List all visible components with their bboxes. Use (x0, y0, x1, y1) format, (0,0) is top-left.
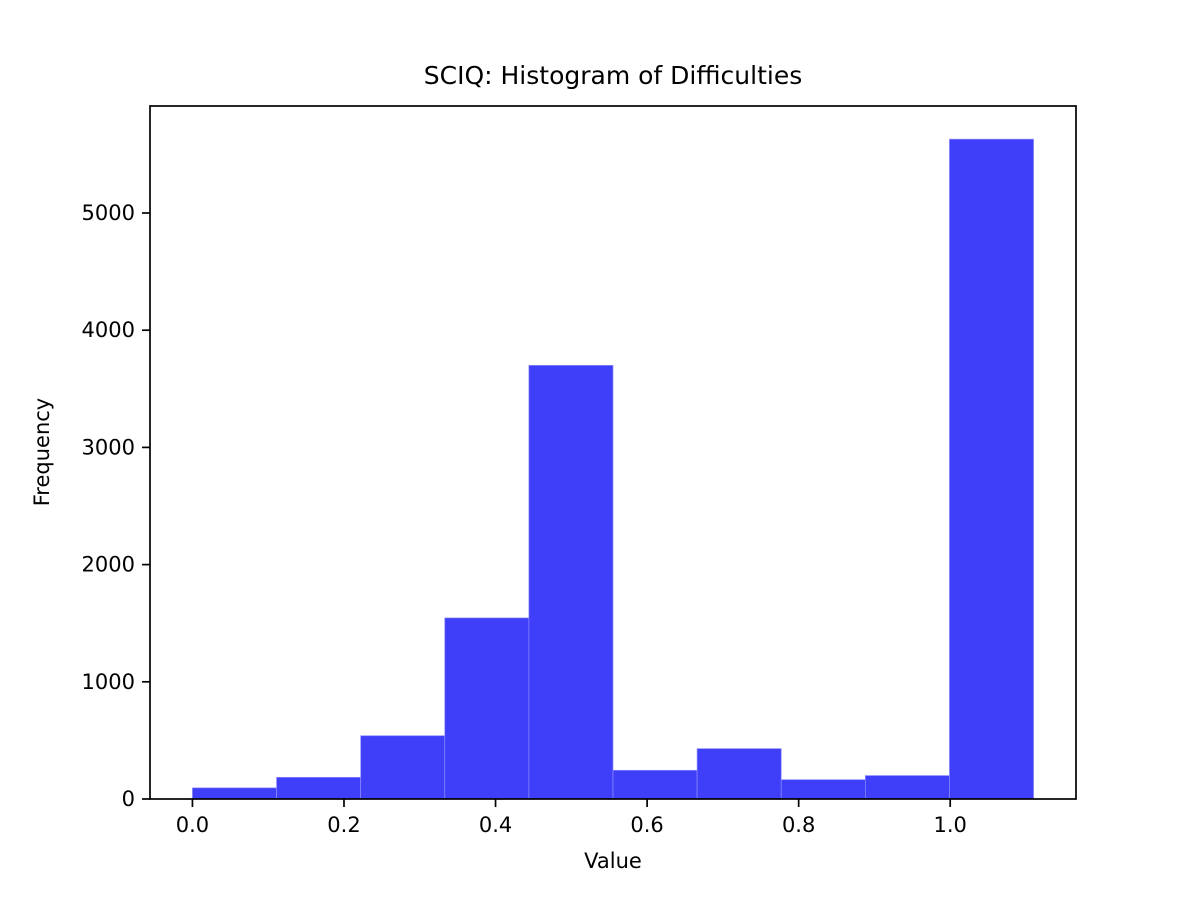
histogram-bar (780, 779, 866, 800)
histogram-bar (949, 138, 1034, 800)
chart-title: SCIQ: Histogram of Difficulties (423, 61, 803, 90)
histogram-bar (276, 776, 362, 800)
histogram-bar (192, 787, 277, 800)
x-axis-label: Value (584, 849, 642, 873)
y-tick-label: 3000 (82, 435, 135, 459)
histogram-bar (360, 735, 446, 800)
y-tick-label: 5000 (82, 201, 135, 225)
x-tick-label: 0.8 (782, 813, 815, 837)
histogram-bar (864, 775, 950, 800)
y-tick-label: 4000 (82, 318, 135, 342)
y-tick-label: 2000 (82, 553, 135, 577)
histogram-bar (696, 748, 782, 800)
y-tick-label: 1000 (82, 670, 135, 694)
x-tick-label: 1.0 (934, 813, 967, 837)
histogram-bar (444, 617, 530, 800)
histogram-bar (612, 769, 698, 800)
x-tick-label: 0.2 (327, 813, 360, 837)
histogram-bar (528, 365, 614, 800)
y-tick-label: 0 (122, 787, 135, 811)
x-tick-label: 0.6 (630, 813, 663, 837)
x-tick-label: 0.4 (479, 813, 512, 837)
x-tick-label: 0.0 (176, 813, 209, 837)
plot-border (149, 105, 1077, 800)
